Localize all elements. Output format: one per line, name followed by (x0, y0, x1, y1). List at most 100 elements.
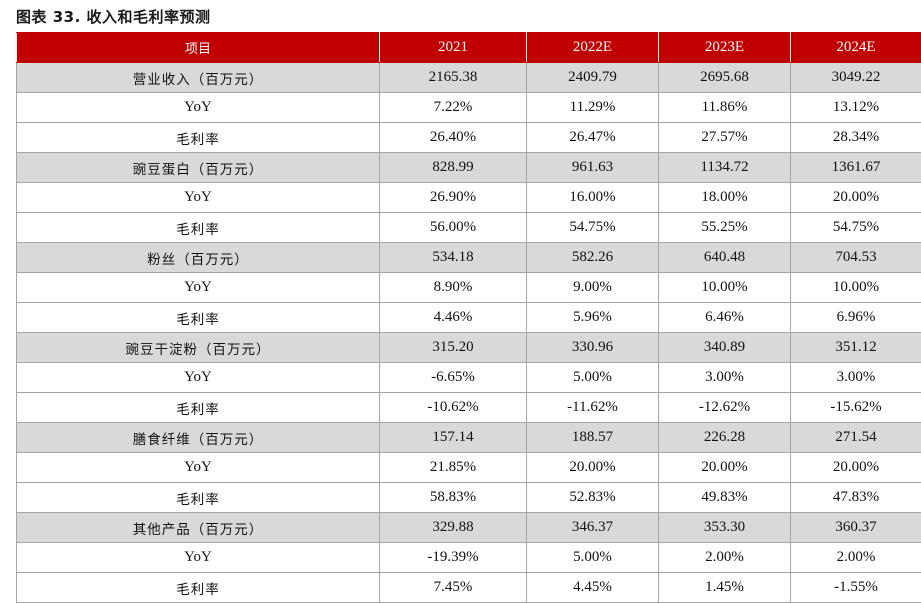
cell-2024e: 3049.22 (791, 63, 921, 93)
cell-2024e: 20.00% (791, 453, 921, 483)
cell-2022e: 5.00% (527, 363, 659, 393)
cell-2023e: 20.00% (659, 453, 791, 483)
cell-2022e: 5.00% (527, 543, 659, 573)
row-label: 毛利率 (17, 573, 380, 603)
cell-2021: 534.18 (380, 243, 527, 273)
cell-2022e: 4.45% (527, 573, 659, 603)
header-row: 项目 2021 2022E 2023E 2024E (17, 33, 921, 63)
cell-2023e: 2695.68 (659, 63, 791, 93)
cell-2022e: 5.96% (527, 303, 659, 333)
cell-2022e: -11.62% (527, 393, 659, 423)
cell-2023e: 640.48 (659, 243, 791, 273)
cell-2024e: -15.62% (791, 393, 921, 423)
cell-2024e: 351.12 (791, 333, 921, 363)
cell-2021: 26.90% (380, 183, 527, 213)
cell-2023e: 49.83% (659, 483, 791, 513)
cell-2023e: 18.00% (659, 183, 791, 213)
cell-2024e: 6.96% (791, 303, 921, 333)
cell-2022e: 961.63 (527, 153, 659, 183)
cell-2023e: 1134.72 (659, 153, 791, 183)
cell-2021: 828.99 (380, 153, 527, 183)
cell-2024e: 1361.67 (791, 153, 921, 183)
cell-2023e: 11.86% (659, 93, 791, 123)
header-2022e: 2022E (527, 33, 659, 63)
row-label: YoY (17, 183, 380, 213)
row-label: 毛利率 (17, 303, 380, 333)
cell-2021: -6.65% (380, 363, 527, 393)
revenue-margin-table: 项目 2021 2022E 2023E 2024E 营业收入（百万元）2165.… (16, 32, 921, 603)
cell-2024e: 704.53 (791, 243, 921, 273)
cell-2024e: 47.83% (791, 483, 921, 513)
cell-2021: 8.90% (380, 273, 527, 303)
cell-2022e: 330.96 (527, 333, 659, 363)
cell-2024e: -1.55% (791, 573, 921, 603)
cell-2024e: 3.00% (791, 363, 921, 393)
cell-2023e: 1.45% (659, 573, 791, 603)
cell-2023e: 353.30 (659, 513, 791, 543)
cell-2023e: 340.89 (659, 333, 791, 363)
cell-2022e: 2409.79 (527, 63, 659, 93)
row-label: 毛利率 (17, 213, 380, 243)
row-label: 其他产品（百万元） (17, 513, 380, 543)
cell-2023e: 10.00% (659, 273, 791, 303)
table-row: YoY-6.65%5.00%3.00%3.00% (17, 363, 921, 393)
row-label: YoY (17, 363, 380, 393)
cell-2021: -10.62% (380, 393, 527, 423)
cell-2023e: 6.46% (659, 303, 791, 333)
cell-2022e: 11.29% (527, 93, 659, 123)
table-row: YoY-19.39%5.00%2.00%2.00% (17, 543, 921, 573)
cell-2022e: 9.00% (527, 273, 659, 303)
row-label: 毛利率 (17, 393, 380, 423)
row-label: 粉丝（百万元） (17, 243, 380, 273)
header-2024e: 2024E (791, 33, 921, 63)
cell-2021: 26.40% (380, 123, 527, 153)
row-label: 毛利率 (17, 123, 380, 153)
cell-2021: 2165.38 (380, 63, 527, 93)
row-label: 膳食纤维（百万元） (17, 423, 380, 453)
cell-2024e: 13.12% (791, 93, 921, 123)
row-label: 豌豆干淀粉（百万元） (17, 333, 380, 363)
cell-2023e: -12.62% (659, 393, 791, 423)
cell-2022e: 346.37 (527, 513, 659, 543)
cell-2022e: 188.57 (527, 423, 659, 453)
cell-2024e: 2.00% (791, 543, 921, 573)
cell-2023e: 3.00% (659, 363, 791, 393)
cell-2024e: 28.34% (791, 123, 921, 153)
row-label: YoY (17, 543, 380, 573)
cell-2021: 329.88 (380, 513, 527, 543)
header-2023e: 2023E (659, 33, 791, 63)
cell-2021: 58.83% (380, 483, 527, 513)
row-label: YoY (17, 273, 380, 303)
table-row: 毛利率-10.62%-11.62%-12.62%-15.62% (17, 393, 921, 423)
cell-2022e: 20.00% (527, 453, 659, 483)
table-header: 项目 2021 2022E 2023E 2024E (17, 33, 921, 63)
cell-2024e: 360.37 (791, 513, 921, 543)
cell-2021: 7.45% (380, 573, 527, 603)
cell-2023e: 2.00% (659, 543, 791, 573)
row-label: 营业收入（百万元） (17, 63, 380, 93)
cell-2021: 4.46% (380, 303, 527, 333)
cell-2021: 21.85% (380, 453, 527, 483)
row-label: YoY (17, 93, 380, 123)
cell-2023e: 226.28 (659, 423, 791, 453)
cell-2021: 315.20 (380, 333, 527, 363)
cell-2023e: 27.57% (659, 123, 791, 153)
row-label: YoY (17, 453, 380, 483)
cell-2021: 7.22% (380, 93, 527, 123)
cell-2022e: 54.75% (527, 213, 659, 243)
row-label: 豌豆蛋白（百万元） (17, 153, 380, 183)
